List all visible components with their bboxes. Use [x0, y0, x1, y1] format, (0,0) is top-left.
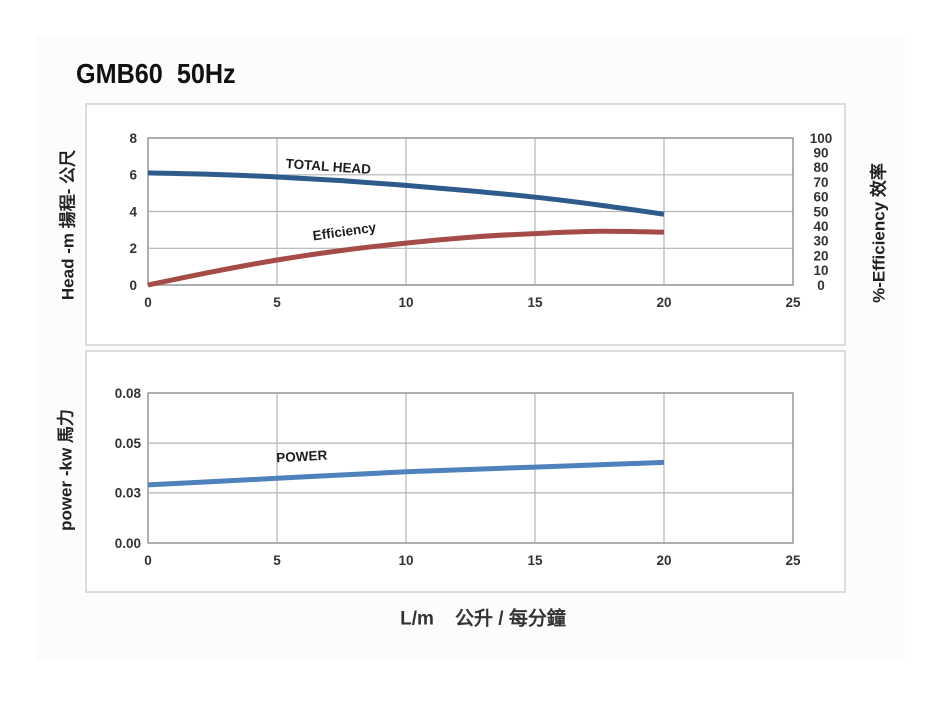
- y-right-tick-label: 10: [813, 263, 828, 278]
- x-tick-label: 0: [144, 553, 152, 568]
- y-right-tick-label: 40: [813, 219, 828, 234]
- y-right-tick-label: 90: [813, 146, 828, 161]
- y-left-tick-label: 0.00: [115, 536, 141, 551]
- flow-axis-title: L/m 公升 / 每分鐘: [400, 608, 566, 630]
- x-tick-label: 25: [785, 295, 801, 310]
- plot-frame: [147, 137, 794, 286]
- series-line-efficiency: [147, 228, 665, 288]
- x-tick-label: 10: [398, 553, 413, 568]
- x-tick-label: 15: [527, 553, 543, 568]
- y-right-tick-label: 100: [810, 131, 833, 146]
- y-right-tick-label: 60: [813, 190, 828, 205]
- head-efficiency-chart-panel: [85, 103, 846, 346]
- x-tick-label: 0: [144, 295, 152, 310]
- plot-frame: [147, 392, 794, 544]
- y-left-tick-label: 2: [129, 241, 137, 256]
- y-left-tick-label: 0.05: [115, 436, 142, 451]
- series-line-power: [147, 459, 665, 488]
- x-tick-label: 5: [273, 553, 281, 568]
- y-left-tick-label: 0: [129, 278, 137, 293]
- x-tick-label: 20: [656, 553, 671, 568]
- x-tick-label: 20: [656, 295, 671, 310]
- x-tick-label: 25: [785, 553, 801, 568]
- y-left-tick-label: 0.03: [115, 486, 142, 501]
- x-tick-label: 15: [527, 295, 543, 310]
- series-line-total-head: [147, 170, 665, 217]
- y-right-tick-label: 80: [813, 160, 828, 175]
- y-left-tick-label: 4: [129, 204, 137, 219]
- y-left-tick-label: 8: [129, 131, 137, 146]
- y-right-tick-label: 30: [813, 234, 828, 249]
- series-label-total-head: TOTAL HEAD: [285, 156, 372, 177]
- y-right-tick-label: 70: [813, 175, 828, 190]
- x-tick-label: 10: [398, 295, 413, 310]
- y-right-tick-label: 20: [813, 248, 828, 263]
- y-right-tick-label: 50: [813, 204, 828, 219]
- series-label-power: POWER: [276, 448, 328, 466]
- y-right-tick-label: 0: [817, 278, 825, 293]
- y-left-tick-label: 6: [129, 168, 137, 183]
- series-label-efficiency: Efficiency: [312, 220, 378, 244]
- x-tick-label: 5: [273, 295, 281, 310]
- y-left-tick-label: 0.08: [115, 386, 142, 401]
- page-title: GMB60 50Hz: [76, 58, 236, 89]
